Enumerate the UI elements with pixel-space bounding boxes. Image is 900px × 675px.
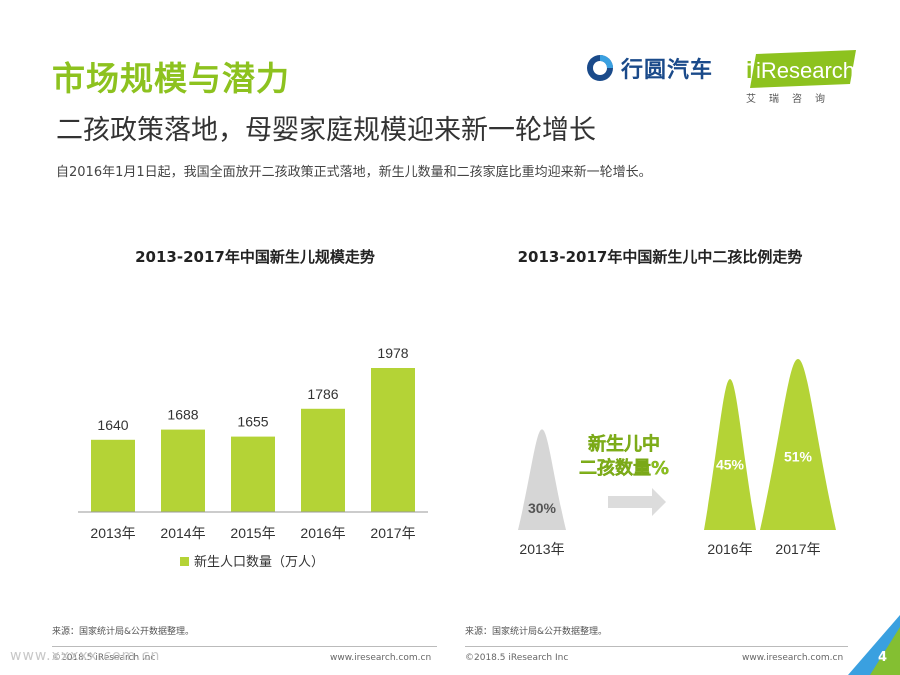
watermark: www.xxxxx.com.cn (10, 648, 161, 664)
page-title: 市场规模与潜力 (52, 59, 290, 98)
chart-annotation: 新生儿中 (588, 433, 660, 455)
source-note-left: 来源：国家统计局&公开数据整理。 (52, 627, 195, 637)
footer-divider-left (52, 646, 437, 647)
legend-swatch (180, 557, 189, 566)
peak-2016年 (704, 379, 756, 530)
peak-value-label: 51% (784, 449, 813, 465)
bar-2014年 (161, 429, 205, 512)
newborn-bar-chart: 1640 2013年 1688 2014年 1655 2015年 1786 2016年 1978… (78, 345, 428, 570)
peak-value-label: 45% (716, 457, 745, 473)
bar-2015年 (231, 436, 275, 512)
x-tick-label: 2017年 (370, 525, 415, 541)
svg-text:i: i (746, 57, 752, 83)
trend-arrow-icon (608, 488, 666, 516)
xingyuan-logo-text: 行圆汽车 (621, 58, 714, 83)
bar-2013年 (91, 439, 135, 512)
bar-2016年 (301, 408, 345, 512)
peak-value-label: 30% (528, 500, 557, 516)
peak-2013年 (518, 429, 566, 530)
x-tick-label: 2013年 (519, 541, 564, 557)
footer-url-left[interactable]: www.iresearch.com.cn (330, 653, 432, 663)
bar-value-label: 1786 (307, 386, 338, 402)
page-subtitle: 二孩政策落地，母婴家庭规模迎来新一轮增长 (56, 115, 596, 146)
page-description: 自2016年1月1日起，我国全面放开二孩政策正式落地，新生儿数量和二孩家庭比重均… (56, 165, 652, 180)
bar-value-label: 1978 (377, 345, 408, 361)
source-note-right: 来源：国家统计局&公开数据整理。 (465, 627, 608, 637)
chart-title-second-child: 2013-2017年中国新生儿中二孩比例走势 (517, 248, 803, 266)
chart-title-newborns: 2013-2017年中国新生儿规模走势 (135, 248, 375, 266)
legend-label: 新生人口数量（万人） (194, 554, 324, 570)
page-corner-decoration (848, 615, 900, 675)
iresearch-logo-text: iResearch (756, 58, 855, 83)
x-tick-label: 2013年 (90, 525, 135, 541)
x-tick-label: 2015年 (230, 525, 275, 541)
iresearch-logo-subtitle: 艾瑞咨询 (746, 94, 838, 105)
x-tick-label: 2014年 (160, 525, 205, 541)
x-tick-label: 2017年 (775, 541, 820, 557)
chart-annotation: 二孩数量% (579, 457, 669, 479)
page-number: 4 (878, 650, 888, 665)
xingyuan-logo-icon (587, 55, 613, 81)
bar-2017年 (371, 368, 415, 512)
footer-copyright-left: ©2018.5 iResearch Inc (52, 653, 156, 663)
bar-value-label: 1640 (97, 417, 128, 433)
footer-copyright-right: ©2018.5 iResearch Inc (465, 653, 569, 663)
footer-divider-right (465, 646, 848, 647)
iresearch-logo: i iResearch (742, 50, 856, 88)
x-tick-label: 2016年 (300, 525, 345, 541)
peak-2017年 (760, 359, 836, 530)
x-tick-label: 2016年 (707, 541, 752, 557)
footer-url-right[interactable]: www.iresearch.com.cn (742, 653, 844, 663)
bar-value-label: 1688 (167, 407, 198, 423)
bar-value-label: 1655 (237, 414, 268, 430)
xingyuan-logo: 行圆汽车 (585, 50, 713, 86)
